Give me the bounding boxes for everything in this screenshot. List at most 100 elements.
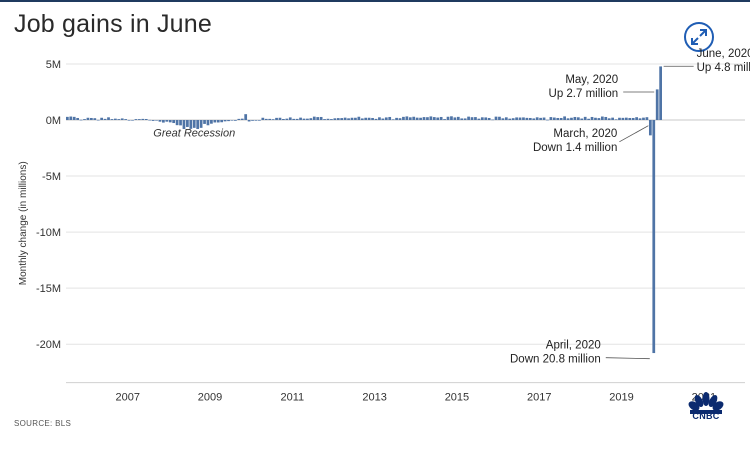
- bar: [172, 120, 176, 124]
- bar: [213, 120, 217, 123]
- bar: [234, 120, 237, 121]
- bar: [566, 118, 570, 120]
- bar: [556, 117, 560, 120]
- top-rule: [0, 0, 750, 2]
- bar: [508, 118, 512, 120]
- expand-arrows-icon: [691, 29, 707, 45]
- bar: [244, 114, 248, 120]
- bar: [76, 117, 80, 120]
- bar: [227, 120, 230, 122]
- bar: [264, 118, 268, 120]
- bar: [79, 119, 83, 121]
- bar: [319, 116, 323, 120]
- annotation-sublabel: Up 4.8 million: [697, 62, 750, 74]
- bar: [66, 116, 69, 120]
- peacock-logo-icon: [688, 392, 724, 414]
- bar: [597, 118, 601, 120]
- bar: [460, 118, 464, 120]
- bar: [402, 116, 405, 120]
- y-axis-label: Monthly change (in millions): [18, 161, 29, 285]
- bar: [251, 120, 254, 121]
- bar: [635, 117, 638, 120]
- bar: [532, 118, 536, 120]
- bar: [539, 117, 542, 120]
- bar: [480, 117, 484, 120]
- bar: [631, 117, 635, 120]
- bar: [645, 117, 649, 120]
- bar: [367, 117, 371, 120]
- bar: [511, 118, 515, 120]
- bar: [357, 116, 361, 120]
- source-note: SOURCE: BLS: [14, 419, 72, 428]
- bar: [186, 120, 189, 127]
- bar: [271, 119, 275, 120]
- x-tick-label: 2011: [281, 392, 305, 404]
- bar: [330, 119, 333, 120]
- bar: [408, 117, 412, 120]
- bar: [611, 117, 614, 120]
- bar: [364, 117, 368, 120]
- annotation-label: Great Recession: [153, 127, 235, 139]
- bar: [546, 119, 549, 121]
- bar: [323, 119, 326, 120]
- bar: [395, 117, 398, 120]
- bar: [326, 118, 330, 120]
- bar: [182, 120, 186, 129]
- bar: [306, 118, 309, 120]
- bar: [467, 116, 470, 120]
- x-tick-label: 2007: [115, 392, 139, 404]
- bar: [594, 117, 597, 120]
- bar: [350, 117, 354, 120]
- bar: [436, 117, 440, 120]
- bar: [405, 116, 409, 120]
- cnbc-logo: CNBC: [687, 392, 725, 421]
- y-tick-label: -15M: [36, 283, 61, 295]
- y-tick-label: -5M: [42, 171, 61, 183]
- bar: [494, 116, 498, 120]
- bar: [343, 117, 347, 120]
- y-tick-label: 5M: [46, 59, 61, 71]
- bar: [254, 120, 258, 121]
- bar: [237, 118, 241, 120]
- bar: [117, 119, 121, 120]
- bar: [216, 120, 220, 123]
- bar: [381, 118, 385, 120]
- bar: [107, 117, 110, 120]
- bar: [189, 120, 193, 129]
- bar: [580, 118, 584, 120]
- bar: [230, 120, 234, 121]
- x-tick-label: 2019: [609, 392, 633, 404]
- bar: [299, 117, 302, 120]
- bar: [374, 118, 378, 120]
- bar: [501, 118, 505, 120]
- annotation-sublabel: Up 2.7 million: [549, 88, 619, 100]
- bar: [261, 117, 265, 120]
- bar: [110, 119, 114, 120]
- bar: [474, 117, 477, 120]
- bar: [138, 119, 141, 120]
- bar: [638, 118, 642, 120]
- bar: [515, 117, 518, 120]
- expand-button[interactable]: [684, 22, 714, 52]
- bar: [302, 118, 306, 120]
- bar: [563, 116, 566, 120]
- bar: [477, 118, 481, 120]
- bar: [316, 117, 320, 120]
- bar: [504, 117, 508, 120]
- bar: [312, 116, 316, 120]
- bar: [131, 120, 134, 121]
- bar: [134, 119, 138, 120]
- bar: [559, 117, 563, 120]
- bar: [155, 120, 158, 121]
- bar: [275, 117, 278, 120]
- bar: [412, 116, 416, 120]
- bar: [422, 117, 426, 120]
- bar: [648, 120, 652, 136]
- bar: [470, 117, 474, 120]
- bar: [72, 116, 76, 120]
- bar: [450, 116, 453, 120]
- bar: [642, 117, 645, 120]
- bar: [336, 118, 340, 120]
- bar: [278, 117, 282, 120]
